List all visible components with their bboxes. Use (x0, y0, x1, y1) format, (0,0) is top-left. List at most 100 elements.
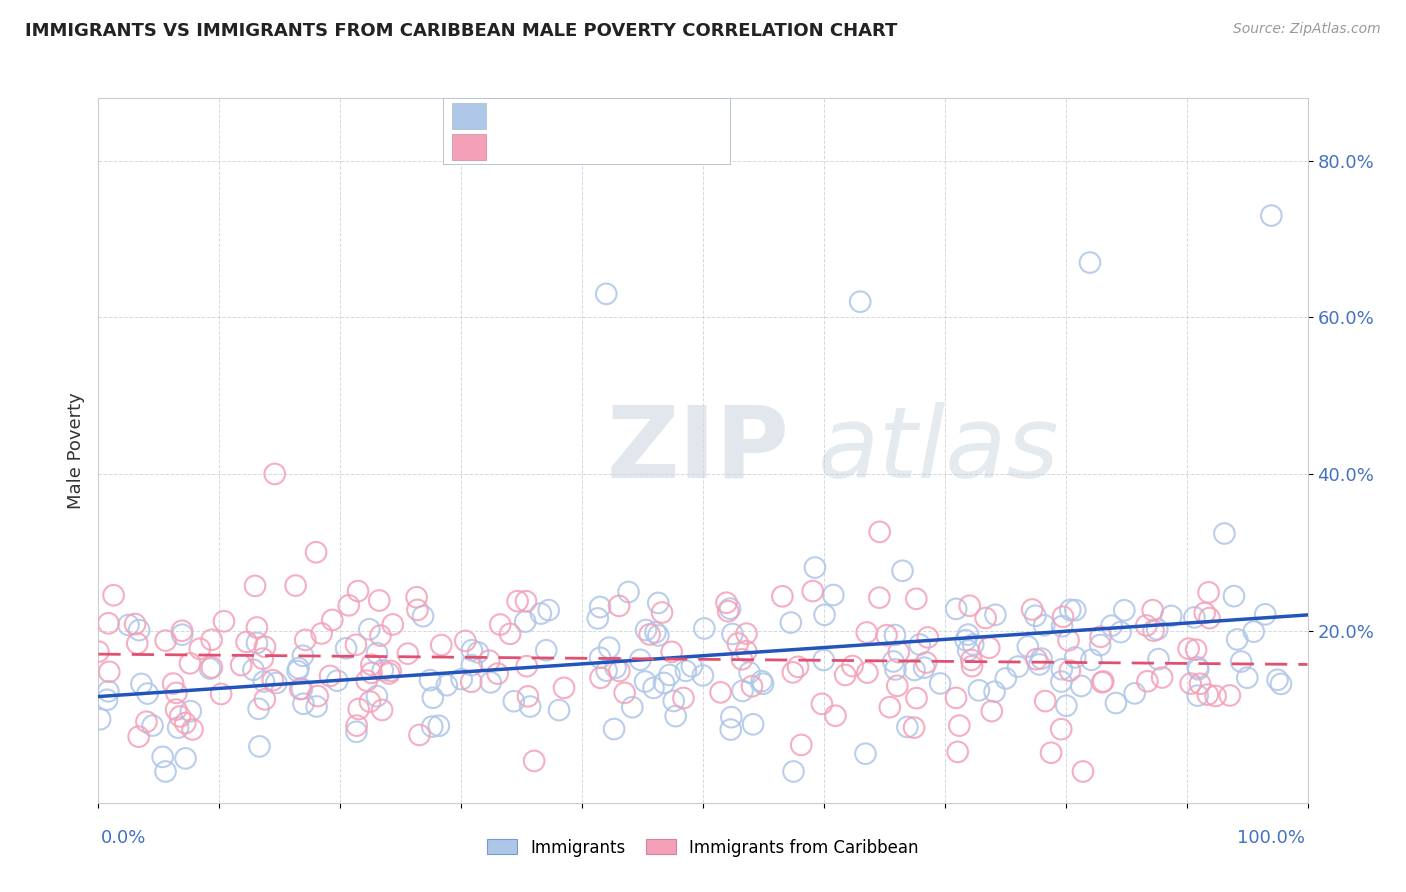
Point (170, 624, 193, 638)
Point (1021, 602, 1043, 616)
Point (856, 665, 879, 680)
Text: Source: ZipAtlas.com: Source: ZipAtlas.com (1233, 22, 1381, 37)
Point (489, 617, 512, 632)
Point (347, 702, 370, 716)
Point (621, 700, 644, 714)
Point (1219, 689, 1241, 703)
Point (321, 613, 343, 627)
Point (903, 663, 925, 677)
Point (1059, 603, 1081, 617)
Point (499, 627, 522, 641)
Point (1136, 674, 1159, 689)
Point (366, 646, 388, 660)
Point (366, 689, 388, 703)
Point (1070, 679, 1092, 693)
Point (607, 599, 630, 613)
Point (537, 603, 560, 617)
Point (356, 673, 378, 688)
Point (586, 611, 609, 625)
Point (420, 720, 443, 734)
Point (266, 676, 288, 690)
Point (849, 294, 872, 309)
Point (200, 632, 222, 647)
Point (292, 697, 315, 711)
Point (662, 694, 685, 708)
Point (380, 664, 402, 678)
Point (1230, 655, 1253, 669)
Point (1064, 650, 1087, 665)
Point (371, 663, 394, 677)
Point (603, 722, 626, 736)
Point (198, 662, 221, 676)
Point (1059, 664, 1081, 678)
Point (242, 663, 264, 677)
Point (96, 692, 118, 706)
Point (634, 623, 657, 637)
Point (1198, 611, 1220, 625)
Point (181, 723, 204, 737)
Point (450, 672, 472, 686)
Point (960, 659, 983, 673)
Point (174, 751, 197, 765)
Point (305, 699, 328, 714)
Point (359, 695, 381, 709)
Point (720, 710, 742, 724)
Point (693, 622, 716, 636)
Point (908, 638, 931, 652)
Point (727, 636, 749, 650)
Point (1071, 764, 1094, 779)
Point (305, 545, 328, 559)
Point (1101, 618, 1123, 632)
Point (1236, 671, 1258, 685)
Point (891, 564, 914, 578)
Point (709, 685, 731, 699)
Point (607, 664, 630, 678)
Point (1025, 652, 1047, 666)
Point (1028, 657, 1050, 672)
Point (1033, 618, 1056, 632)
Point (515, 615, 537, 629)
Point (201, 660, 224, 674)
Point (287, 664, 309, 678)
Point (647, 628, 669, 642)
Point (896, 720, 918, 734)
Point (155, 633, 177, 648)
Point (804, 560, 827, 574)
Point (287, 661, 309, 675)
Point (162, 676, 184, 690)
Point (478, 654, 501, 668)
Point (515, 594, 537, 608)
Point (231, 658, 253, 673)
Point (716, 596, 738, 610)
Point (155, 764, 177, 779)
Point (530, 607, 553, 621)
Point (917, 631, 939, 645)
Point (519, 699, 541, 714)
Point (912, 660, 935, 674)
Point (253, 674, 276, 689)
Point (87, 645, 110, 659)
Point (1092, 674, 1115, 689)
Point (479, 675, 502, 690)
Point (1040, 746, 1063, 760)
Point (169, 709, 191, 723)
Point (1267, 673, 1289, 687)
Point (235, 635, 257, 649)
Point (89, 712, 111, 726)
Point (548, 703, 571, 717)
Point (735, 644, 758, 658)
Point (461, 658, 484, 673)
Point (1187, 660, 1209, 674)
Point (959, 599, 981, 613)
Point (779, 615, 801, 630)
Point (1142, 624, 1164, 638)
Text: ZIP: ZIP (606, 402, 789, 499)
Point (536, 643, 558, 657)
Point (717, 604, 740, 618)
Point (419, 673, 441, 687)
Point (605, 661, 627, 675)
Point (979, 640, 1001, 655)
Point (790, 738, 813, 752)
Point (884, 662, 907, 676)
Point (460, 674, 482, 689)
